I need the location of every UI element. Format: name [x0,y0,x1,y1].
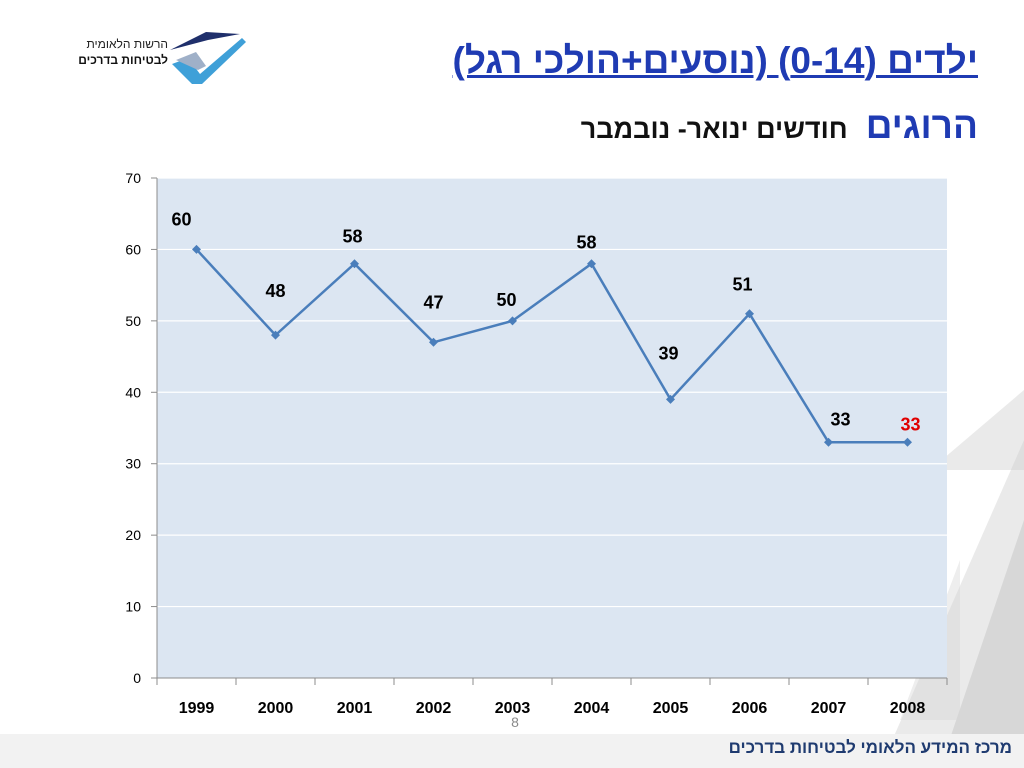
x-tick-label: 1999 [179,700,215,717]
data-label: 50 [496,290,516,310]
y-tick-label: 70 [125,170,141,186]
plot-area [157,178,947,678]
logo: הרשות הלאומית לבטיחות בדרכים [38,30,250,86]
x-tick-label: 2003 [495,700,531,717]
page-number: 8 [511,714,519,730]
y-tick-label: 50 [125,313,141,329]
y-tick-label: 60 [125,241,141,257]
data-label: 60 [171,209,191,229]
y-tick-label: 20 [125,527,141,543]
data-point [587,259,596,269]
data-label: 33 [830,409,850,429]
x-tick-label: 2001 [337,700,373,717]
data-label: 58 [576,233,596,253]
logo-line-1: הרשות הלאומית [86,37,168,51]
data-label: 39 [658,343,678,363]
y-tick-label: 30 [125,456,141,472]
data-point [666,394,675,404]
x-tick-label: 2000 [258,700,294,717]
data-point [824,437,833,447]
data-label: 58 [342,227,362,247]
x-tick-label: 2002 [416,700,452,717]
data-point [271,330,280,340]
x-tick-label: 2006 [732,700,768,717]
data-label: 48 [265,281,285,301]
data-label: 51 [732,275,752,295]
series-line [195,248,908,444]
y-tick-label: 40 [125,384,141,400]
data-label: 33 [900,414,920,434]
data-point [745,309,754,319]
y-tick-label: 0 [133,670,141,686]
logo-check-icon [170,32,246,84]
data-label: 47 [423,292,443,312]
x-tick-label: 2008 [890,700,926,717]
y-tick-label: 10 [125,599,141,615]
title-killed: הרוגים [865,105,978,146]
data-point [903,437,912,447]
footer-text: מרכז המידע הלאומי לבטיחות בדרכים [728,738,1012,757]
data-point [508,316,517,326]
data-point [192,244,201,254]
logo-text: הרשות הלאומית לבטיחות בדרכים [38,36,168,68]
data-point [429,337,438,347]
logo-line-2: לבטיחות בדרכים [78,53,168,67]
x-tick-label: 2007 [811,700,847,717]
data-point [350,259,359,269]
page-title: ילדים (0-14) (נוסעים+הולכי רגל) [452,40,978,81]
title-second-line: הרוגים חודשים ינואר- נובמבר [581,104,978,156]
subtitle-months: חודשים ינואר- נובמבר [580,114,848,144]
x-tick-label: 2004 [574,700,610,717]
x-tick-label: 2005 [653,700,689,717]
